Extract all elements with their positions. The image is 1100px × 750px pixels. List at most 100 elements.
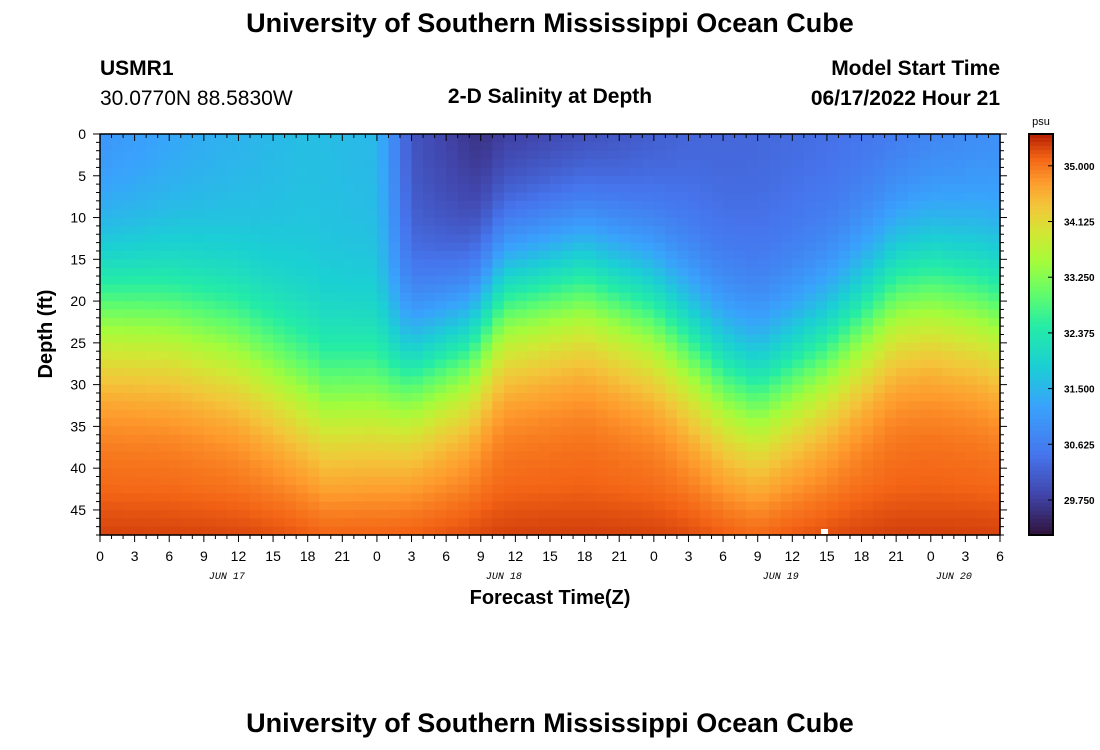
heatmap-cell: [388, 267, 401, 277]
heatmap-cell: [769, 459, 782, 469]
heatmap-cell: [907, 518, 920, 528]
y-tick-label: 30: [70, 377, 86, 393]
heatmap-cell: [803, 142, 816, 152]
heatmap-cell: [873, 142, 886, 152]
heatmap-cell: [746, 259, 759, 269]
heatmap-cell: [376, 175, 390, 185]
heatmap-cell: [526, 401, 540, 411]
heatmap-cell: [769, 342, 782, 352]
heatmap-cell: [100, 459, 113, 469]
heatmap-cell: [930, 451, 943, 461]
heatmap-cell: [250, 526, 263, 536]
heatmap-cell: [942, 267, 955, 277]
heatmap-cell: [826, 443, 840, 453]
heatmap-cell: [688, 217, 701, 227]
heatmap-cell: [630, 184, 643, 194]
heatmap-cell: [723, 292, 736, 302]
heatmap-cell: [815, 250, 828, 260]
heatmap-cell: [423, 142, 436, 152]
heatmap-cell: [653, 259, 666, 269]
heatmap-cell: [619, 351, 632, 361]
heatmap-cell: [596, 342, 609, 352]
heatmap-cell: [976, 409, 990, 419]
heatmap-cell: [284, 242, 297, 252]
heatmap-cell: [607, 418, 620, 427]
heatmap-cell: [203, 401, 216, 411]
heatmap-cell: [203, 217, 216, 227]
heatmap-cell: [538, 409, 551, 419]
heatmap-cell: [919, 434, 932, 444]
heatmap-cell: [111, 501, 124, 511]
heatmap-cell: [319, 326, 332, 336]
heatmap-cell: [734, 150, 747, 160]
heatmap-cell: [607, 209, 620, 219]
heatmap-cell: [538, 526, 551, 536]
heatmap-cell: [884, 392, 897, 402]
heatmap-cell: [411, 509, 424, 519]
heatmap-cell: [480, 200, 493, 210]
heatmap-cell: [226, 426, 240, 436]
heatmap-cell: [400, 359, 413, 369]
heatmap-cell: [873, 134, 886, 143]
heatmap-cell: [123, 167, 136, 177]
heatmap-cell: [353, 167, 366, 177]
heatmap-cell: [630, 493, 643, 503]
heatmap-cell: [607, 292, 620, 302]
colorbar-swatch: [1029, 238, 1053, 243]
heatmap-cell: [365, 225, 378, 235]
heatmap-cell: [446, 309, 459, 319]
heatmap-cell: [769, 359, 782, 369]
heatmap-cell: [988, 376, 1001, 386]
heatmap-cell: [665, 200, 678, 210]
heatmap-cell: [573, 184, 586, 194]
heatmap-cell: [376, 326, 390, 336]
heatmap-cell: [757, 509, 770, 519]
heatmap-cell: [342, 384, 355, 394]
heatmap-cell: [503, 326, 516, 336]
heatmap-cell: [526, 443, 540, 453]
heatmap-cell: [503, 401, 516, 411]
heatmap-cell: [492, 476, 505, 486]
heatmap-cell: [296, 484, 309, 494]
heatmap-cell: [757, 150, 770, 160]
heatmap-cell: [596, 334, 609, 344]
heatmap-cell: [273, 326, 286, 336]
heatmap-cell: [757, 225, 770, 235]
heatmap-cell: [607, 468, 620, 478]
heatmap-cell: [826, 134, 840, 143]
heatmap-cell: [365, 426, 378, 436]
heatmap-cell: [100, 443, 113, 453]
heatmap-cell: [284, 184, 297, 194]
heatmap-cell: [342, 484, 355, 494]
heatmap-cell: [711, 234, 724, 244]
x-tick-label: 18: [300, 548, 316, 564]
heatmap-cell: [400, 301, 413, 311]
heatmap-cell: [584, 418, 597, 427]
heatmap-cell: [792, 276, 805, 285]
heatmap-cell: [492, 401, 505, 411]
heatmap-cell: [953, 159, 966, 169]
heatmap-cell: [250, 418, 263, 427]
heatmap-cell: [896, 276, 909, 285]
heatmap-cell: [792, 401, 805, 411]
heatmap-cell: [526, 501, 540, 511]
heatmap-cell: [342, 159, 355, 169]
heatmap-cell: [815, 200, 828, 210]
heatmap-cell: [988, 267, 1001, 277]
heatmap-cell: [388, 159, 401, 169]
heatmap-cell: [423, 276, 436, 285]
heatmap-cell: [353, 351, 366, 361]
heatmap-cell: [273, 317, 286, 327]
heatmap-cell: [526, 159, 540, 169]
heatmap-cell: [676, 342, 690, 352]
heatmap-cell: [180, 384, 193, 394]
heatmap-cell: [630, 209, 643, 219]
heatmap-cell: [838, 167, 851, 177]
heatmap-cell: [907, 167, 920, 177]
heatmap-cell: [296, 334, 309, 344]
heatmap-cell: [215, 384, 228, 394]
heatmap-cell: [423, 167, 436, 177]
heatmap-cell: [157, 526, 170, 536]
heatmap-cell: [942, 184, 955, 194]
heatmap-cell: [284, 501, 297, 511]
